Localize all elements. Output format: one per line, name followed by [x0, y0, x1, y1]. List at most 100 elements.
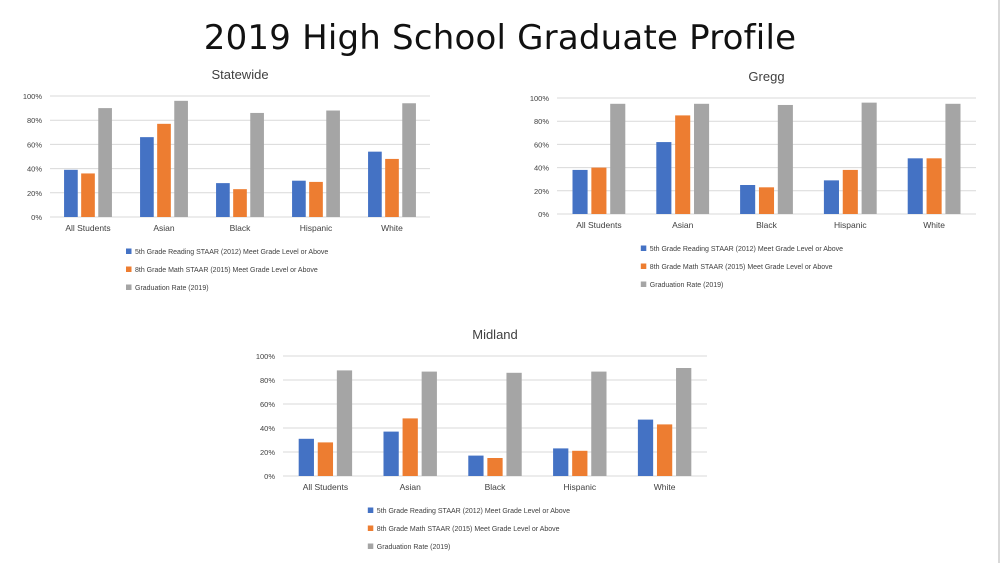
chart-0-y-tick-label: 80%: [27, 116, 42, 125]
chart-0-y-tick-label: 40%: [27, 165, 42, 174]
chart-2-bar-graduation: [421, 371, 437, 476]
chart-1-y-tick-label: 0%: [538, 210, 549, 219]
chart-0-legend-label: 5th Grade Reading STAAR (2012) Meet Grad…: [135, 249, 328, 256]
chart-2-bar-reading: [468, 455, 484, 476]
chart-1-y-tick-label: 60%: [534, 140, 549, 149]
chart-2-category-label: Asian: [400, 482, 422, 492]
chart-1-bar-graduation: [945, 103, 961, 214]
chart-2-bar-math: [572, 450, 588, 476]
chart-1-title: Gregg: [748, 69, 784, 84]
chart-1-bar-math: [758, 187, 775, 214]
chart-1-legend-swatch-graduation: [640, 281, 647, 287]
chart-2-y-tick-label: 40%: [260, 424, 275, 433]
chart-2-y-tick-label: 80%: [260, 376, 275, 385]
chart-1-bar-reading: [907, 158, 923, 214]
chart-0-bar-reading: [216, 183, 230, 217]
chart-2-bar-reading: [383, 431, 399, 476]
chart-0-bar-math: [157, 123, 171, 217]
chart-0-bar-graduation: [250, 112, 264, 217]
chart-2-y-tick-label: 20%: [260, 448, 275, 457]
chart-1-y-tick-label: 20%: [534, 187, 549, 196]
chart-1-category-label: White: [923, 220, 945, 230]
chart-0-bar-math: [385, 158, 399, 217]
chart-2-bar-reading: [298, 438, 314, 476]
chart-1-bar-graduation: [861, 102, 877, 214]
chart-0-legend-swatch-math: [126, 266, 132, 272]
chart-0-legend-label: Graduation Rate (2019): [135, 285, 209, 292]
chart-0-category-label: Black: [230, 223, 252, 233]
chart-2-bar-graduation: [676, 368, 692, 476]
chart-2-y-tick-label: 0%: [264, 472, 275, 481]
chart-0-bar-graduation: [402, 103, 416, 217]
chart-1-y-tick-label: 80%: [534, 117, 549, 126]
chart-2-category-label: Black: [485, 482, 507, 492]
slide-edge-divider: [998, 0, 1000, 563]
chart-1-bar-graduation: [694, 103, 710, 214]
chart-2-y-tick-label: 60%: [260, 400, 275, 409]
chart-2-title: Midland: [472, 327, 518, 342]
chart-1-bar-graduation: [777, 104, 793, 214]
chart-2-legend-swatch-math: [367, 525, 374, 531]
chart-2-category-label: White: [654, 482, 676, 492]
chart-2-bar-reading: [637, 419, 654, 476]
chart-0-category-label: Asian: [153, 223, 175, 233]
chart-0-bar-reading: [140, 137, 154, 217]
chart-1-legend-label: Graduation Rate (2019): [650, 282, 724, 289]
chart-1-legend-swatch-reading: [640, 245, 647, 251]
chart-2-bar-graduation: [591, 371, 607, 476]
chart-1-category-label: All Students: [576, 220, 621, 230]
chart-0-bar-reading: [292, 180, 306, 217]
chart-0-legend-label: 8th Grade Math STAAR (2015) Meet Grade L…: [135, 267, 318, 274]
chart-0-bar-graduation: [174, 100, 188, 217]
chart-2-legend-label: 8th Grade Math STAAR (2015) Meet Grade L…: [377, 526, 560, 533]
chart-1-legend-swatch-math: [640, 263, 647, 269]
chart-2-y-tick-label: 100%: [256, 352, 276, 361]
chart-2-category-label: All Students: [303, 482, 348, 492]
chart-1-bar-math: [675, 115, 691, 214]
chart-0-bar-graduation: [326, 110, 340, 217]
chart-2-legend-swatch-graduation: [367, 543, 374, 549]
chart-1-legend-label: 5th Grade Reading STAAR (2012) Meet Grad…: [650, 246, 843, 253]
chart-0-bar-reading: [64, 169, 78, 217]
chart-2-legend-swatch-reading: [367, 507, 374, 513]
chart-2-legend-label: 5th Grade Reading STAAR (2012) Meet Grad…: [377, 508, 570, 515]
chart-1-legend-label: 8th Grade Math STAAR (2015) Meet Grade L…: [650, 264, 833, 271]
chart-0-bar-math: [81, 173, 95, 217]
chart-1-bar-reading: [823, 180, 839, 214]
chart-0-y-tick-label: 60%: [27, 140, 42, 149]
chart-0-bar-graduation: [98, 108, 112, 217]
chart-1-bar-math: [842, 169, 858, 214]
chart-1-category-label: Hispanic: [834, 220, 867, 230]
chart-2-bar-graduation: [336, 370, 353, 476]
chart-1-y-tick-label: 100%: [530, 94, 550, 103]
chart-1-bar-math: [926, 158, 942, 214]
chart-2-bar-math: [656, 424, 673, 476]
chart-2-bar-reading: [553, 448, 569, 476]
chart-0-category-label: White: [381, 223, 403, 233]
chart-1-category-label: Black: [756, 220, 778, 230]
chart-1-bar-math: [591, 167, 607, 214]
chart-0-bar-math: [233, 189, 247, 217]
chart-1-bar-reading: [740, 185, 756, 214]
chart-0-bar-reading: [368, 151, 382, 217]
chart-1-y-tick-label: 40%: [534, 164, 549, 173]
chart-1-bar-graduation: [610, 103, 626, 214]
chart-0-title: Statewide: [211, 67, 268, 82]
chart-2-bar-math: [402, 418, 418, 476]
chart-0-y-tick-label: 100%: [23, 92, 43, 101]
chart-0-legend-swatch-graduation: [126, 284, 132, 290]
chart-1-bar-reading: [656, 142, 672, 214]
chart-0-y-tick-label: 0%: [31, 213, 42, 222]
chart-2-legend-label: Graduation Rate (2019): [377, 544, 451, 551]
page-title: 2019 High School Graduate Profile: [203, 18, 797, 58]
chart-2-bar-graduation: [506, 372, 522, 476]
chart-2-bar-math: [487, 458, 503, 476]
chart-0-category-label: All Students: [65, 223, 110, 233]
chart-2-category-label: Hispanic: [563, 482, 596, 492]
chart-0-bar-math: [309, 181, 323, 217]
chart-1-bar-reading: [572, 169, 588, 214]
chart-1-category-label: Asian: [672, 220, 694, 230]
